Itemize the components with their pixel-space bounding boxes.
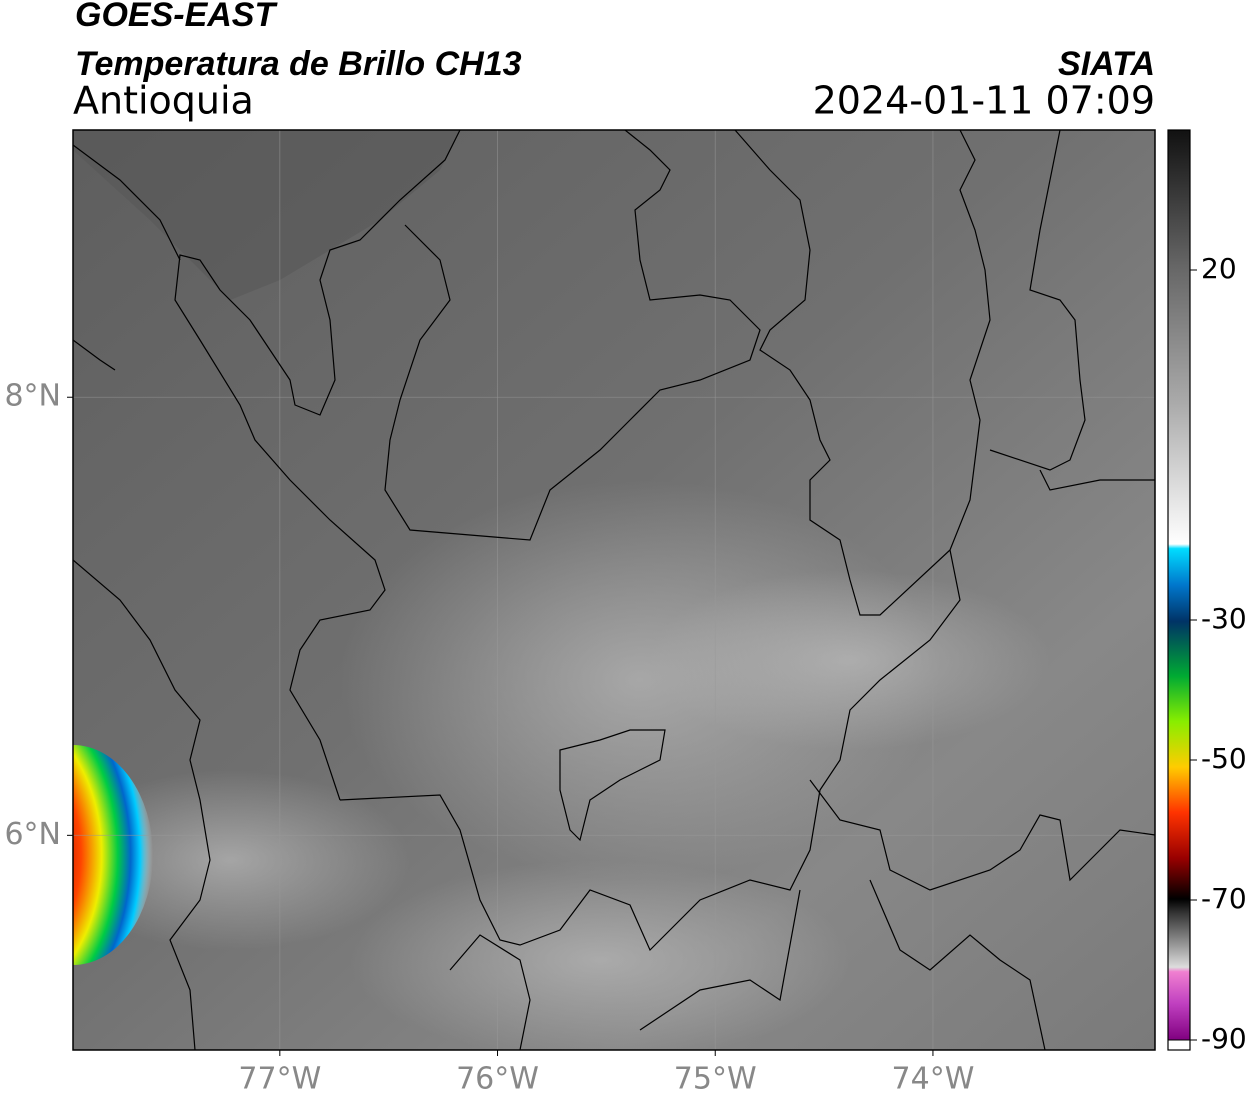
x-tick-label: 75°W: [674, 1062, 757, 1097]
timestamp: 2024-01-11 07:09: [813, 79, 1155, 123]
map: [73, 130, 1155, 1050]
x-tick-label: 74°W: [892, 1062, 975, 1097]
colorbar-extension: [1167, 1039, 1191, 1051]
y-tick-label: 8°N: [4, 379, 61, 414]
colorbar-tick-label: 20: [1201, 252, 1237, 285]
colorbar: [1168, 130, 1190, 1040]
department-border: [384, 130, 761, 541]
x-tick-label: 76°W: [456, 1062, 539, 1097]
cloud: [650, 570, 1050, 750]
coastline: [174, 130, 461, 801]
subtitle: Temperatura de Brillo CH13: [75, 45, 522, 83]
department-border: [989, 130, 1155, 491]
department-border: [734, 130, 991, 616]
colorbar-tick-label: -30: [1201, 602, 1247, 635]
coastline: [73, 144, 211, 1050]
colorbar-tick-label: -70: [1201, 882, 1247, 915]
cloud: [350, 860, 850, 1050]
map-frame: [72, 129, 1156, 1051]
cold-cloud-top: [73, 745, 153, 965]
title: GOES-EAST: [75, 0, 278, 34]
colorbar-frame: [1167, 129, 1191, 1051]
sea: [73, 130, 460, 300]
department-border: [339, 549, 961, 952]
department-border: [809, 779, 1155, 891]
y-tick-label: 6°N: [4, 817, 61, 852]
region: Antioquia: [73, 79, 254, 123]
x-tick-label: 77°W: [238, 1062, 321, 1097]
colorbar-tick-label: -50: [1201, 742, 1247, 775]
cloud: [73, 770, 410, 950]
colorbar-tick-label: -90: [1201, 1022, 1247, 1055]
department-border: [449, 879, 1046, 1050]
source: SIATA: [1058, 45, 1155, 83]
department-border: [559, 729, 666, 842]
